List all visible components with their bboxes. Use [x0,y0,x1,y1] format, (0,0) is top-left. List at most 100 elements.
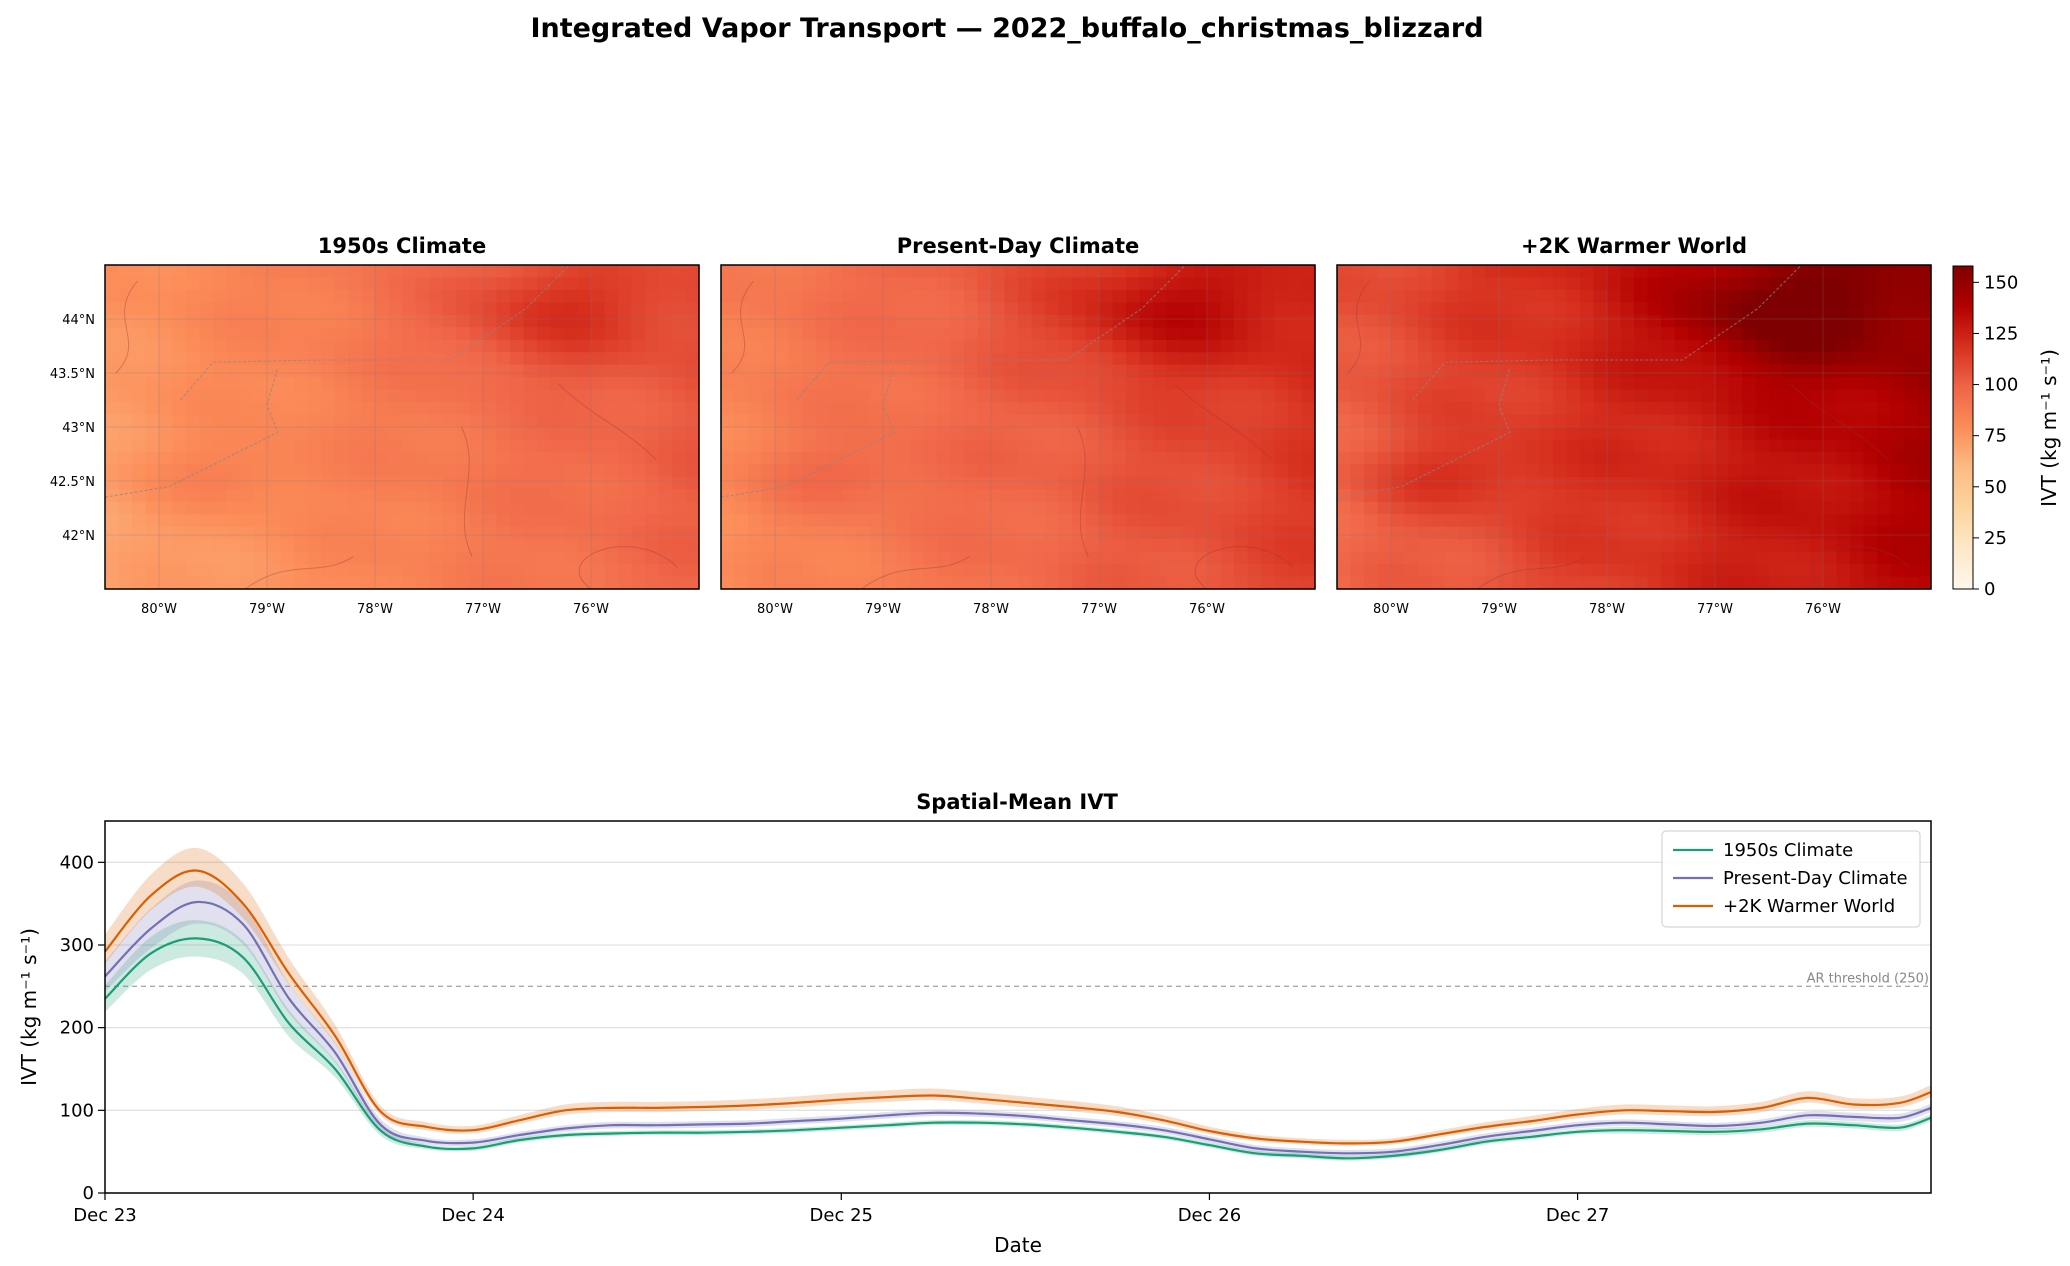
heatmap-cell [1782,564,1797,578]
heatmap-cell [1058,327,1073,341]
heatmap-cell [883,277,898,291]
heatmap-cell [132,289,147,303]
heatmap-cell [429,314,444,328]
heatmap-cell [734,489,749,503]
heatmap-cell [1485,501,1500,515]
heatmap-cell [442,514,457,528]
heatmap-cell [1139,451,1154,465]
coastline [1347,280,1910,590]
heatmap-cell [469,564,484,578]
heatmap-cell [1661,402,1676,416]
heatmap-cell [415,501,430,515]
heatmap-cell [721,265,736,279]
heatmap-cell [1580,576,1595,590]
heatmap-cell [1364,402,1379,416]
heatmap-cell [1769,526,1784,540]
heatmap-cell [267,451,282,465]
heatmap-cell [1018,389,1033,403]
heatmap-cell [1539,302,1554,316]
heatmap-cell [1045,277,1060,291]
heatmap-cell [510,377,525,391]
heatmap-cell [1715,514,1730,528]
heatmap-cell [1607,389,1622,403]
heatmap-cell [240,501,255,515]
heatmap-cell [761,464,776,478]
heatmap-cell [388,414,403,428]
heatmap-cell [1620,377,1635,391]
heatmap-cell [910,489,925,503]
heatmap-cell [1877,427,1892,441]
heatmap-cell [1193,576,1208,590]
heatmap-cell [307,277,322,291]
heatmap-cell [1458,489,1473,503]
heatmap-cell [1850,451,1865,465]
heatmap-cell [658,277,673,291]
heatmap-cell [923,489,938,503]
heatmap-cell [429,439,444,453]
heatmap-cell [1674,352,1689,366]
heatmap-cell [199,501,214,515]
heatmap-cell [1769,377,1784,391]
heatmap-cell [1917,302,1932,316]
heatmap-cell [294,414,309,428]
heatmap-cell [1701,327,1716,341]
heatmap-cell [721,302,736,316]
heatmap-cell [537,402,552,416]
heatmap-cell [1647,339,1662,353]
heatmap-cell [856,402,871,416]
heatmap-cell [1058,539,1073,553]
heatmap-cell [1337,389,1352,403]
heatmap-cell [253,451,268,465]
heatmap-cell [1877,564,1892,578]
heatmap-cell [1193,551,1208,565]
heatmap-cell [1207,514,1222,528]
heatmap-cell [1261,327,1276,341]
heatmap-cell [564,352,579,366]
heatmap-cell [186,489,201,503]
heatmap-cell [1004,377,1019,391]
heatmap-cell [132,576,147,590]
heatmap-cell [1539,427,1554,441]
heatmap-cell [361,289,376,303]
heatmap-cell [1418,501,1433,515]
heatmap-cell [734,464,749,478]
heatmap-cell [1031,314,1046,328]
heatmap-cell [199,464,214,478]
heatmap-cell [1607,277,1622,291]
heatmap-cell [334,539,349,553]
heatmap-cell [1018,451,1033,465]
heatmap-cell [815,489,830,503]
heatmap-cell [1180,576,1195,590]
heatmap-cell [1180,377,1195,391]
heatmap-cell [1085,476,1100,490]
heatmap-cell [537,327,552,341]
heatmap-cell [1823,389,1838,403]
heatmap-cell [1728,427,1743,441]
heatmap-cell [226,564,241,578]
heatmap-cell [294,364,309,378]
heatmap-cell [1193,427,1208,441]
heatmap-cell [1512,564,1527,578]
heatmap-cell [442,476,457,490]
heatmap-cell [1526,526,1541,540]
heatmap-cell [267,289,282,303]
heatmap-cell [1445,265,1460,279]
heatmap-cell [1045,414,1060,428]
heatmap-cell [1031,302,1046,316]
heatmap-cell [618,339,633,353]
heatmap-cell [631,451,646,465]
heatmap-cell [1045,327,1060,341]
heatmap-cell [977,551,992,565]
heatmap-cell [1288,414,1303,428]
heatmap-cell [1391,265,1406,279]
border-line [720,367,895,498]
heatmap-cell [307,427,322,441]
heatmap-cell [815,302,830,316]
heatmap-cell [402,377,417,391]
heatmap-cell [1139,389,1154,403]
heatmap-cell [1018,339,1033,353]
heatmap-cell [1301,439,1316,453]
heatmap-cell [537,576,552,590]
heatmap-cell [1031,289,1046,303]
heatmap-cell [1350,451,1365,465]
